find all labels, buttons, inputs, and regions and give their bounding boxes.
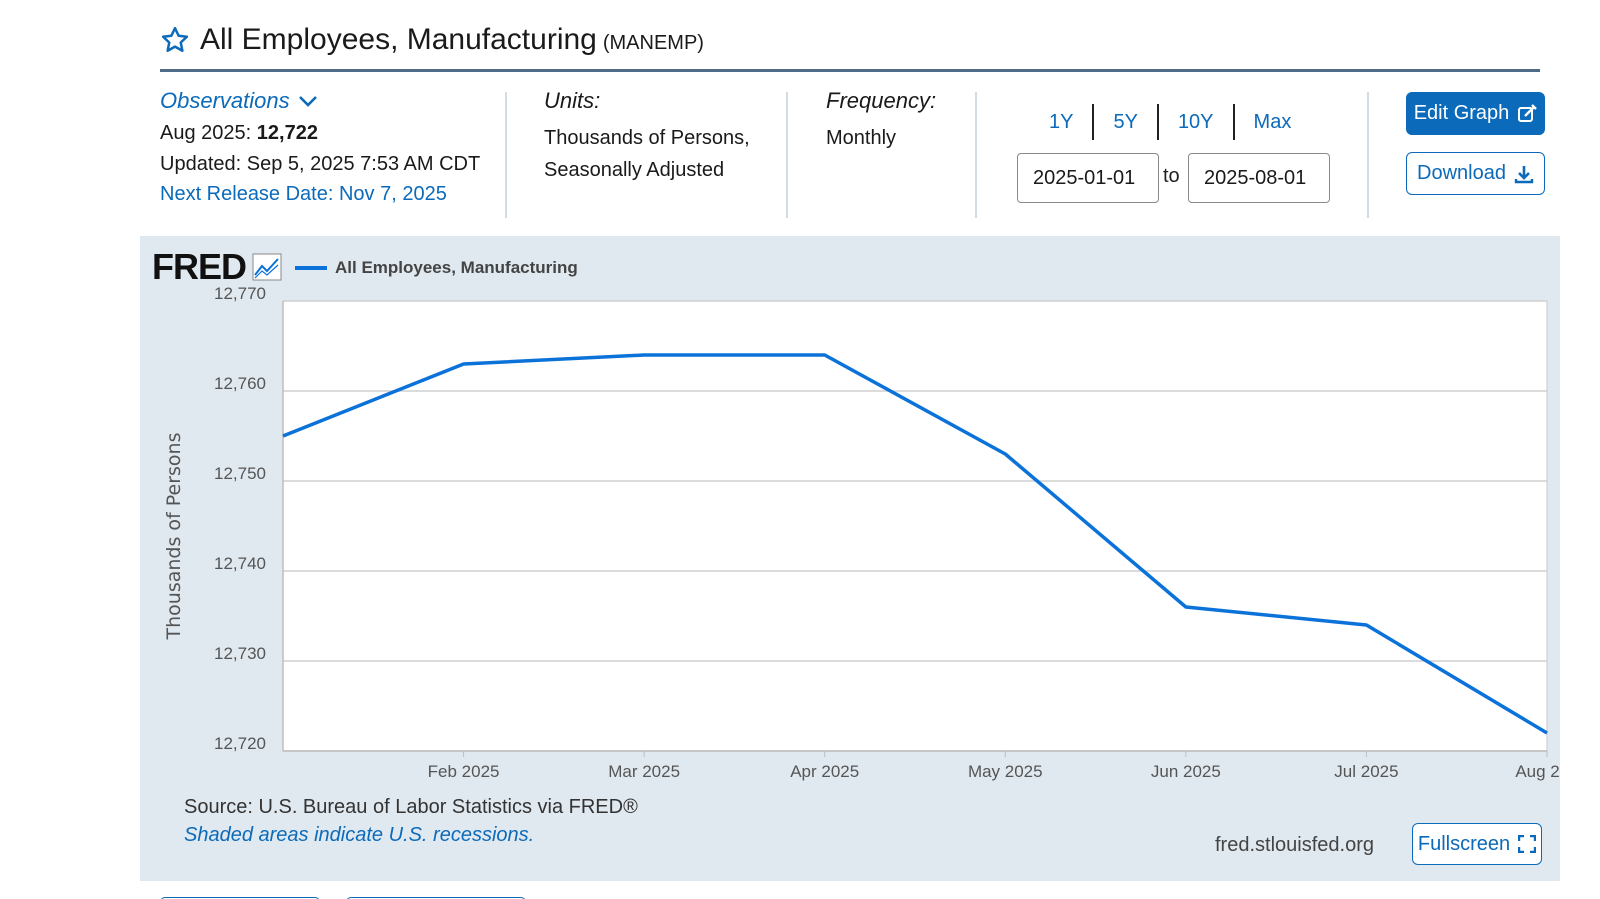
legend-line-swatch	[295, 266, 327, 270]
legend-label: All Employees, Manufacturing	[335, 258, 578, 277]
observation-value: 12,722	[256, 122, 318, 144]
title-row: All Employees, Manufacturing (MANEMP)	[160, 20, 704, 60]
units-panel: Units: Thousands of Persons, Seasonally …	[544, 88, 750, 186]
series-line	[282, 353, 1548, 735]
expand-icon	[1518, 835, 1537, 853]
updated-date: Updated: Sep 5, 2025 7:53 AM CDT	[160, 153, 481, 175]
units-line-2: Seasonally Adjusted	[544, 159, 725, 181]
units-label: Units:	[544, 88, 601, 113]
frequency-label: Frequency:	[826, 88, 937, 113]
y-tick-label: 12,730	[214, 644, 266, 663]
fullscreen-label: Fullscreen	[1417, 832, 1511, 855]
chart-trend-icon	[252, 253, 282, 281]
line-chart: 12,720 12,730 12,740 12,750 12,760 12,770 Feb …	[163, 284, 1560, 781]
divider	[975, 92, 977, 218]
chart-panel: 12,720 12,730 12,740 12,750 12,760 12,770 Feb …	[140, 236, 1560, 881]
edit-icon	[1518, 103, 1538, 122]
edit-graph-button[interactable]: Edit Graph	[1406, 92, 1545, 135]
fullscreen-button[interactable]: Fullscreen	[1412, 823, 1542, 865]
x-tick-label: Aug 202	[1515, 762, 1560, 781]
observations-panel: Observations Aug 2025: 12,722 Updated: S…	[160, 88, 480, 206]
x-tick-label: Jul 2025	[1334, 762, 1398, 781]
end-date-input[interactable]	[1188, 153, 1330, 203]
units-line-1: Thousands of Persons,	[544, 127, 750, 149]
star-icon[interactable]	[160, 25, 190, 55]
frequency-panel: Frequency: Monthly	[826, 88, 936, 154]
page-title: All Employees, Manufacturing	[200, 23, 597, 56]
chart-legend: All Employees, Manufacturing	[295, 258, 578, 278]
title-divider	[160, 69, 1540, 72]
y-tick-label: 12,720	[214, 734, 266, 753]
x-tick-label: Jun 2025	[1151, 762, 1221, 781]
y-tick-label: 12,740	[214, 554, 266, 573]
x-tick-label: Apr 2025	[790, 762, 859, 781]
y-tick-label: 12,770	[214, 284, 266, 303]
latest-observation: Aug 2025: 12,722	[160, 122, 480, 145]
divider	[505, 92, 507, 218]
observations-label[interactable]: Observations	[160, 88, 290, 113]
fred-logo[interactable]: FRED	[152, 246, 282, 288]
fred-url[interactable]: fred.stlouisfed.org	[1215, 834, 1374, 856]
source-text: Source: U.S. Bureau of Labor Statistics …	[184, 796, 638, 818]
to-label: to	[1163, 165, 1180, 187]
edit-graph-label: Edit Graph	[1413, 102, 1510, 124]
next-release-link[interactable]: Next Release Date: Nov 7, 2025	[160, 183, 447, 205]
y-tick-label: 12,750	[214, 464, 266, 483]
series-id: (MANEMP)	[602, 31, 704, 54]
divider	[1367, 92, 1369, 218]
download-icon	[1514, 165, 1534, 183]
frequency-value: Monthly	[826, 127, 897, 149]
observations-dropdown[interactable]: Observations	[160, 88, 480, 114]
range-max-button[interactable]: Max	[1253, 111, 1292, 133]
x-tick-label: Mar 2025	[608, 762, 680, 781]
divider	[786, 92, 788, 218]
range-1y-button[interactable]: 1Y	[1030, 104, 1095, 140]
start-date-input[interactable]	[1017, 153, 1159, 203]
chevron-down-icon	[298, 96, 317, 107]
download-button[interactable]: Download	[1406, 152, 1545, 195]
range-10y-button[interactable]: 10Y	[1159, 104, 1235, 140]
plot-area	[282, 300, 1548, 752]
range-5y-button[interactable]: 5Y	[1094, 104, 1159, 140]
observation-date: Aug 2025:	[160, 122, 252, 144]
range-buttons: 1Y 5Y 10Y Max	[1030, 104, 1310, 140]
x-tick-label: Feb 2025	[428, 762, 500, 781]
x-tick-label: May 2025	[968, 762, 1043, 781]
fred-logo-text: FRED	[152, 246, 247, 287]
download-label: Download	[1417, 162, 1506, 184]
y-tick-label: 12,760	[214, 374, 266, 393]
y-axis-title: Thousands of Persons	[163, 433, 185, 641]
recessions-note: Shaded areas indicate U.S. recessions.	[184, 824, 535, 846]
